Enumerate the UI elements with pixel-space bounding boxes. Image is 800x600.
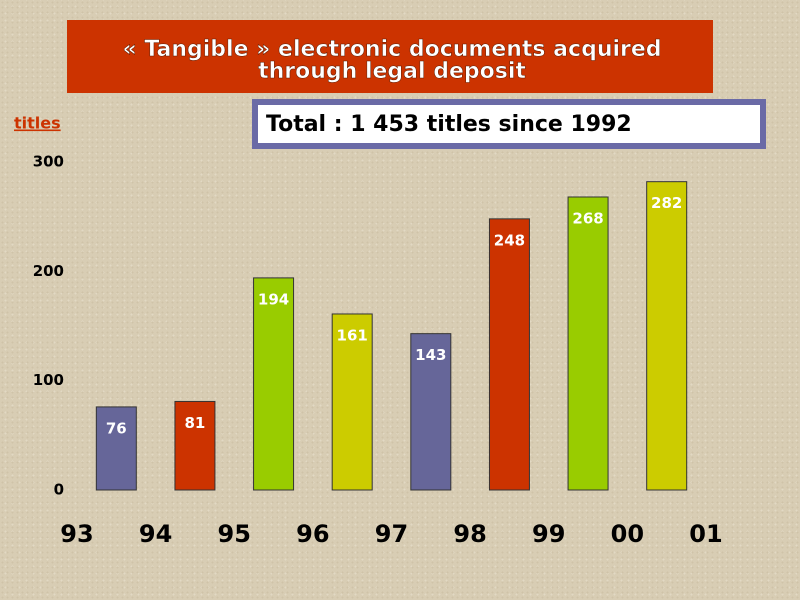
chart-title: through legal deposit	[258, 59, 526, 84]
annotation: Total : 1 453 titles since 1992	[266, 112, 632, 137]
value-label: 161	[337, 326, 368, 344]
bar	[567, 196, 609, 491]
annotation-box	[258, 105, 760, 143]
x-tick-label: 98	[453, 520, 486, 548]
y-tick-label: 100	[33, 371, 64, 389]
value-label: 282	[651, 194, 682, 212]
bar	[253, 277, 295, 491]
value-label: 143	[415, 346, 446, 364]
value-label: 81	[185, 414, 206, 432]
y-tick-label: 0	[54, 481, 64, 499]
bar	[646, 181, 688, 491]
x-tick-label: 99	[532, 520, 565, 548]
x-tick-label: 94	[139, 520, 172, 548]
y-axis-label: titles	[14, 114, 61, 133]
value-label: 248	[494, 231, 525, 249]
title-box	[67, 20, 713, 93]
bar	[331, 313, 373, 491]
chart-title: « Tangible » electronic documents acquir…	[122, 37, 661, 62]
y-tick-label: 200	[33, 262, 64, 280]
bar	[95, 406, 137, 491]
value-label: 194	[258, 290, 289, 308]
y-tick-label: 300	[33, 153, 64, 171]
x-tick-label: 00	[611, 520, 644, 548]
bar	[174, 400, 216, 491]
x-tick-label: 01	[689, 520, 722, 548]
bar	[488, 218, 530, 491]
value-label: 76	[106, 419, 127, 437]
x-tick-label: 96	[296, 520, 329, 548]
x-tick-label: 95	[218, 520, 251, 548]
bar	[410, 333, 452, 491]
x-tick-label: 93	[60, 520, 93, 548]
x-tick-label: 97	[375, 520, 408, 548]
value-label: 268	[572, 209, 603, 227]
